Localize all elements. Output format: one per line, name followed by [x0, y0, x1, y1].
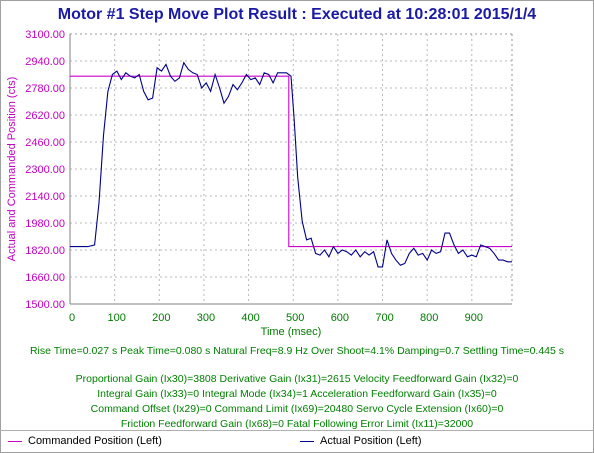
x-tick-label: 100 [107, 312, 125, 324]
legend-actual-swatch [300, 440, 314, 442]
x-tick-label: 300 [197, 312, 215, 324]
series-actual-line [70, 61, 512, 268]
y-tick-label: 2300.00 [25, 164, 65, 176]
gain-line-3: Command Offset (Ix29)=0 Command Limit (I… [90, 403, 504, 415]
y-tick-label: 2460.00 [25, 137, 65, 149]
y-tick-label: 3100.00 [25, 29, 65, 41]
legend-divider [0, 430, 594, 431]
x-tick-label: 500 [286, 312, 304, 324]
y-tick-label: 2780.00 [25, 83, 65, 95]
x-tick-label: 400 [241, 312, 259, 324]
step-response-stats: Rise Time=0.027 s Peak Time=0.080 s Natu… [29, 345, 565, 357]
x-tick-label: 600 [331, 312, 349, 324]
legend-commanded-label: Commanded Position (Left) [28, 435, 162, 447]
y-tick-label: 1980.00 [25, 218, 65, 230]
y-tick-label: 1660.00 [25, 272, 65, 284]
chart-title: Motor #1 Step Move Plot Result : Execute… [57, 6, 537, 23]
x-tick-label: 200 [152, 312, 170, 324]
x-tick-label: 0 [69, 312, 75, 324]
y-tick-label: 2620.00 [25, 110, 65, 122]
legend-actual: Actual Position (Left) [300, 433, 422, 449]
y-tick-label: 1820.00 [25, 245, 65, 257]
x-tick-label: 700 [375, 312, 393, 324]
x-axis-label: Time (msec) [261, 326, 322, 338]
y-tick-label: 2140.00 [25, 191, 65, 203]
gain-line-1: Proportional Gain (Ix30)=3808 Derivative… [75, 373, 519, 385]
x-tick-label: 900 [465, 312, 483, 324]
legend-commanded: Commanded Position (Left) [8, 433, 162, 449]
y-axis-label: Actual and Commanded Position (cts) [6, 77, 18, 262]
legend-actual-label: Actual Position (Left) [320, 435, 422, 447]
gain-line-4: Friction Feedforward Gain (Ix68)=0 Fatal… [120, 418, 474, 430]
legend-commanded-swatch [8, 440, 22, 442]
y-tick-label: 2940.00 [25, 56, 65, 68]
gain-line-2: Integral Gain (Ix33)=0 Integral Mode (Ix… [97, 388, 497, 400]
gain-parameters: Proportional Gain (Ix30)=3808 Derivative… [0, 372, 594, 432]
y-tick-label: 1500.00 [25, 299, 65, 311]
series-commanded-line [70, 75, 512, 248]
x-tick-label: 800 [420, 312, 438, 324]
